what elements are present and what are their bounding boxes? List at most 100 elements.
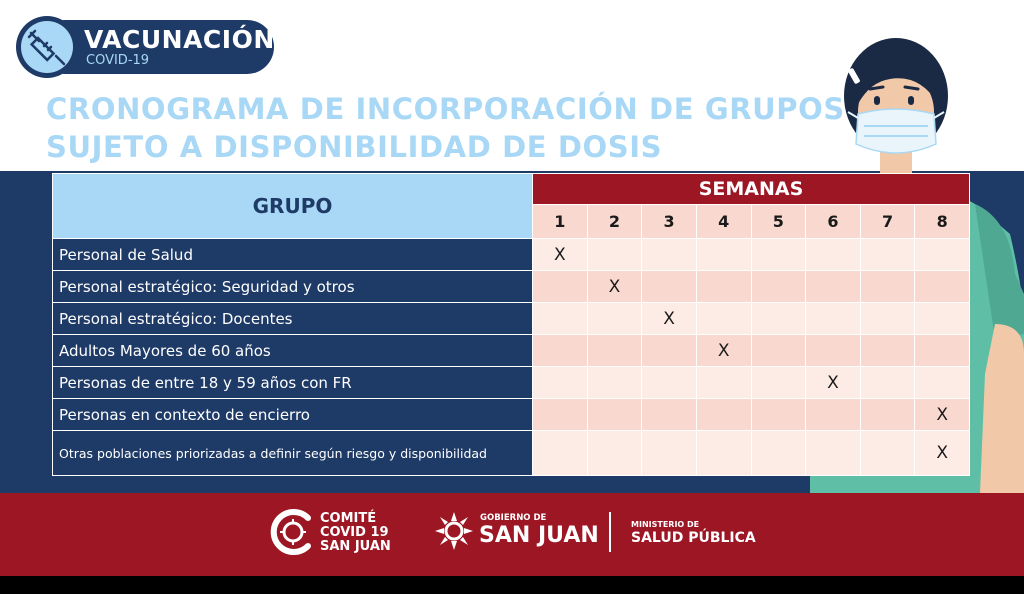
week-cell	[805, 430, 861, 476]
week-cell	[750, 302, 807, 335]
badge-circle	[16, 16, 78, 78]
schedule-table: GRUPO SEMANAS 1 2 3 4 5 6 7 8 Personal d…	[52, 172, 970, 476]
table-row: Otras poblaciones priorizadas a definir …	[52, 430, 970, 476]
table-row: Personas en contexto de encierro X	[52, 398, 970, 431]
row-label: Personas en contexto de encierro	[52, 398, 533, 431]
week-cell	[641, 270, 697, 303]
week-cell	[586, 302, 643, 335]
week-cell	[586, 366, 643, 399]
week-cell	[695, 430, 752, 476]
week-cell	[695, 270, 752, 303]
ministerio-small: MINISTERIO DE	[631, 520, 700, 529]
title-line-2: SUJETO A DISPONIBILIDAD DE DOSIS	[46, 130, 663, 164]
table-row: Personal estratégico: Seguridad y otros …	[52, 270, 970, 303]
syringe-icon	[27, 29, 66, 66]
week-cell	[532, 302, 588, 335]
week-cell	[859, 398, 916, 431]
week-cell	[859, 334, 916, 367]
week-cell	[914, 334, 970, 367]
comite-logo: COMITÉ COVID 19 SAN JUAN	[270, 508, 400, 560]
week-cell	[750, 430, 807, 476]
week-cell	[859, 238, 916, 271]
week-cell	[859, 366, 916, 399]
week-cell	[805, 398, 861, 431]
week-cell	[914, 302, 970, 335]
page-title: CRONOGRAMA DE INCORPORACIÓN DE GRUPOS SU…	[46, 90, 845, 166]
week-cell	[750, 334, 807, 367]
week-number: 2	[586, 204, 643, 239]
week-cell	[695, 238, 752, 271]
vaccination-badge: VACUNACIÓN COVID-19	[16, 16, 276, 78]
week-cell	[586, 430, 643, 476]
gobierno-logo: GOBIERNO DE SAN JUAN	[433, 510, 603, 554]
week-cell	[641, 366, 697, 399]
week-cell	[750, 366, 807, 399]
weeks-header: SEMANAS	[532, 172, 970, 206]
week-cell	[914, 238, 970, 271]
week-numbers-row: 1 2 3 4 5 6 7 8	[53, 204, 970, 239]
week-cell	[641, 398, 697, 431]
table-row: Adultos Mayores de 60 años X	[52, 334, 970, 367]
week-cell: X	[914, 430, 970, 476]
row-label: Otras poblaciones priorizadas a definir …	[52, 430, 533, 476]
week-cell	[532, 334, 588, 367]
week-cell	[914, 366, 970, 399]
row-label: Adultos Mayores de 60 años	[52, 334, 533, 367]
week-cell	[750, 238, 807, 271]
week-cell	[750, 398, 807, 431]
week-number: 5	[750, 204, 807, 239]
week-cell	[914, 270, 970, 303]
badge-title: VACUNACIÓN	[84, 25, 275, 54]
week-cell	[859, 270, 916, 303]
circle-c-logo	[270, 509, 311, 555]
group-header: GRUPO	[52, 173, 533, 239]
week-cell	[695, 398, 752, 431]
week-cell: X	[532, 238, 588, 271]
ministerio-big: SALUD PÚBLICA	[631, 530, 756, 546]
week-cell	[641, 238, 697, 271]
week-cell: X	[695, 334, 752, 367]
gobierno-big: SAN JUAN	[479, 523, 599, 548]
week-cell	[695, 366, 752, 399]
row-label: Personal estratégico: Docentes	[52, 302, 533, 335]
week-number: 6	[805, 204, 861, 239]
week-number: 7	[859, 204, 916, 239]
week-cell	[532, 366, 588, 399]
week-number: 1	[532, 204, 588, 239]
table-row: Personal de Salud X	[52, 238, 970, 271]
week-cell	[805, 238, 861, 271]
week-cell	[641, 430, 697, 476]
row-label: Personal estratégico: Seguridad y otros	[52, 270, 533, 303]
week-cell	[586, 398, 643, 431]
row-label: Personal de Salud	[52, 238, 533, 271]
week-cell	[805, 270, 861, 303]
comite-line-1: COMITÉ	[320, 511, 377, 526]
footer-divider	[609, 512, 611, 552]
table-row: Personal estratégico: Docentes X	[52, 302, 970, 335]
badge-subtitle: COVID-19	[86, 53, 150, 68]
sun-logo	[435, 512, 473, 550]
week-cell	[805, 302, 861, 335]
footer-band	[0, 493, 1024, 576]
week-cell	[586, 238, 643, 271]
week-cell: X	[586, 270, 643, 303]
row-label: Personas de entre 18 y 59 años con FR	[52, 366, 533, 399]
week-cell	[859, 302, 916, 335]
week-cell	[586, 334, 643, 367]
week-cell	[641, 334, 697, 367]
bottom-strip	[0, 576, 1024, 594]
title-line-1: CRONOGRAMA DE INCORPORACIÓN DE GRUPOS	[46, 92, 845, 126]
week-number: 3	[641, 204, 697, 239]
comite-line-3: SAN JUAN	[320, 539, 391, 554]
week-cell: X	[805, 366, 861, 399]
week-cell	[805, 334, 861, 367]
week-cell: X	[914, 398, 970, 431]
week-cell: X	[641, 302, 697, 335]
table-row: Personas de entre 18 y 59 años con FR X	[52, 366, 970, 399]
week-number: 4	[695, 204, 752, 239]
week-cell	[750, 270, 807, 303]
gobierno-small: GOBIERNO DE	[480, 513, 547, 523]
week-cell	[695, 302, 752, 335]
ministerio-logo: MINISTERIO DE SALUD PÚBLICA	[631, 520, 771, 550]
week-number: 8	[914, 204, 970, 239]
